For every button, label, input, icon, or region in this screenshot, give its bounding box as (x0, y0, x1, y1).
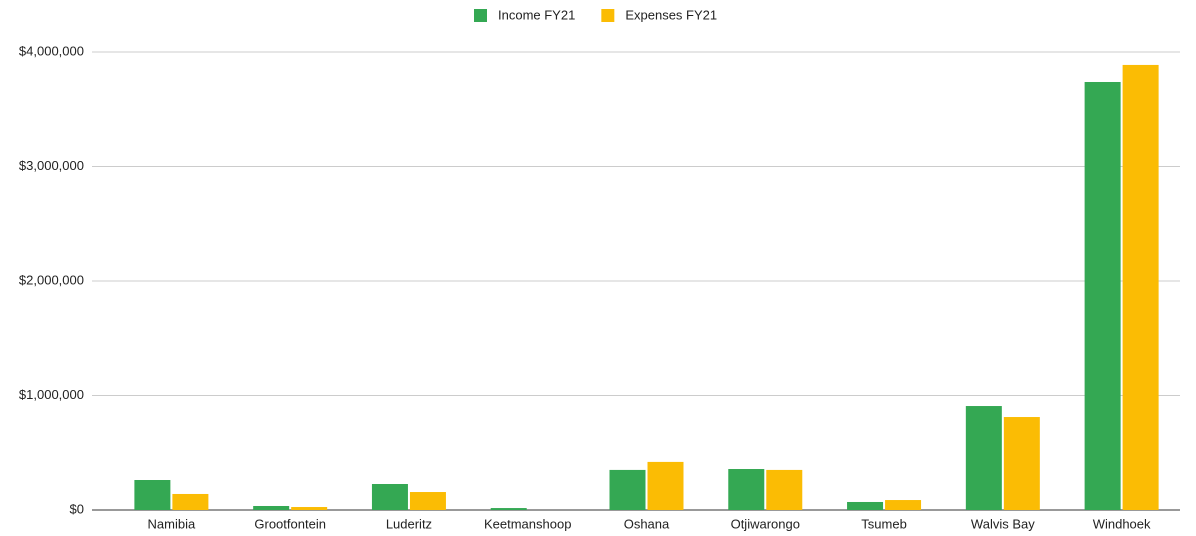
bar (885, 500, 922, 510)
x-tick-label: Walvis Bay (971, 516, 1035, 531)
x-tick-label: Windhoek (1093, 516, 1151, 531)
bar (847, 501, 884, 510)
y-tick-label: $0 (70, 501, 84, 516)
legend-swatch (474, 9, 487, 22)
bar (647, 461, 684, 510)
bar (253, 505, 290, 510)
bar (1122, 64, 1159, 510)
bar (965, 406, 1002, 510)
bar (766, 469, 803, 510)
bar (490, 508, 527, 510)
legend-label: Income FY21 (498, 7, 575, 22)
x-tick-label: Grootfontein (254, 516, 326, 531)
bar (728, 469, 765, 510)
x-tick-label: Keetmanshoop (484, 516, 571, 531)
bar (291, 507, 328, 510)
x-tick-label: Otjiwarongo (731, 516, 800, 531)
bar (609, 469, 646, 510)
x-tick-label: Namibia (148, 516, 196, 531)
x-tick-label: Luderitz (386, 516, 432, 531)
bar (371, 484, 408, 510)
bar (172, 493, 209, 510)
y-tick-label: $2,000,000 (19, 272, 84, 287)
bar (134, 480, 171, 510)
x-tick-label: Tsumeb (861, 516, 907, 531)
y-tick-label: $4,000,000 (19, 43, 84, 58)
bar (1084, 81, 1121, 511)
x-tick-label: Oshana (624, 516, 670, 531)
y-tick-label: $3,000,000 (19, 158, 84, 173)
legend-swatch (601, 9, 615, 22)
y-tick-label: $1,000,000 (19, 387, 84, 402)
bar (1003, 417, 1040, 510)
bar (409, 492, 446, 510)
legend-label: Expenses FY21 (625, 7, 717, 22)
